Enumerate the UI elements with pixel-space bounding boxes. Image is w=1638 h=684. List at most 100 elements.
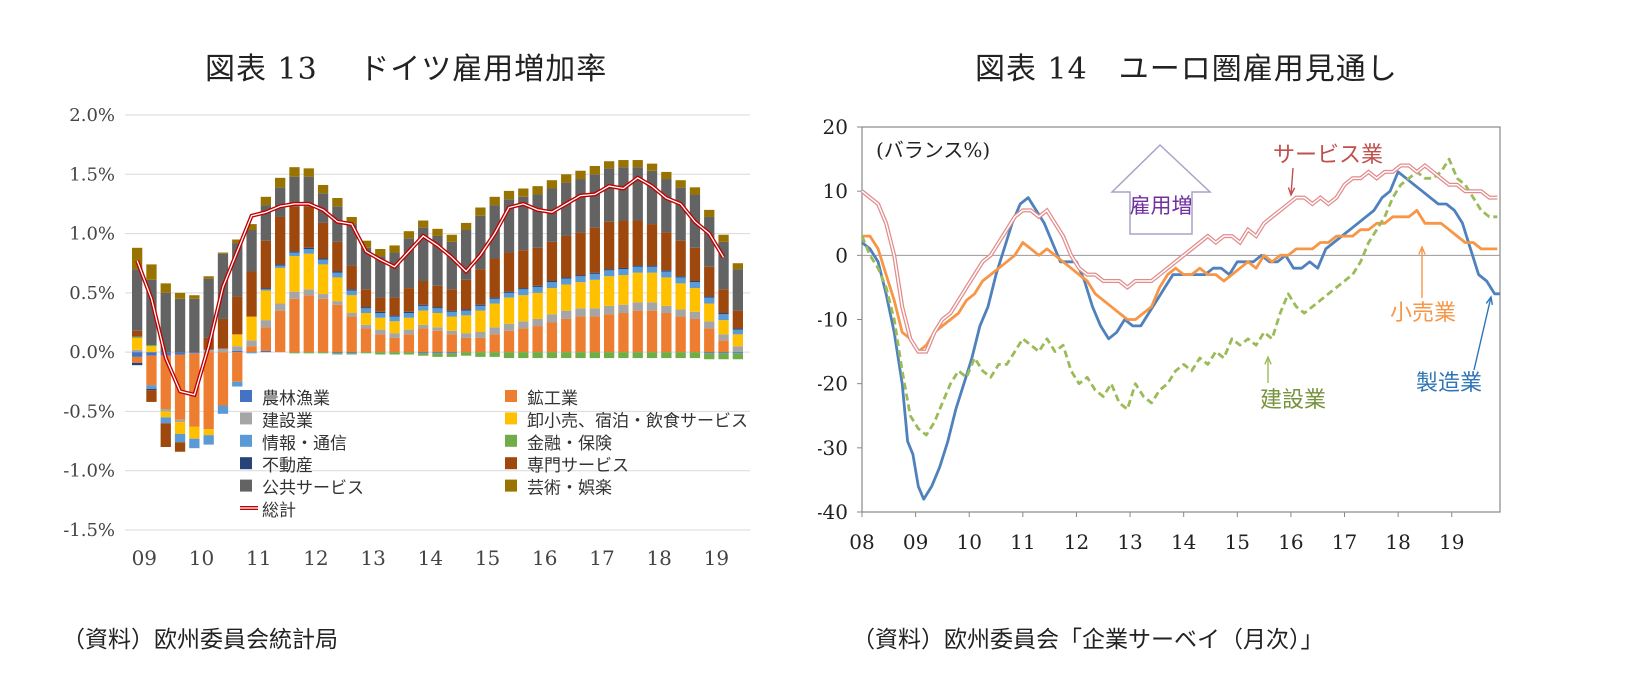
bar-segment bbox=[618, 269, 629, 276]
bar-segment bbox=[418, 281, 429, 305]
bar-segment bbox=[275, 303, 286, 311]
bar-segment bbox=[661, 270, 672, 272]
bar-segment bbox=[561, 318, 572, 353]
bar-segment bbox=[146, 388, 157, 391]
bar-segment bbox=[718, 352, 729, 354]
bar-segment bbox=[718, 313, 729, 315]
bar-segment bbox=[360, 313, 372, 325]
bar-segment bbox=[303, 206, 314, 248]
bar-segment bbox=[675, 277, 686, 284]
bar-segment bbox=[661, 313, 672, 353]
bar-segment bbox=[575, 179, 586, 233]
bar-segment bbox=[618, 352, 629, 359]
bar-segment bbox=[317, 258, 329, 260]
bar-segment bbox=[704, 266, 715, 297]
bar-segment bbox=[375, 334, 386, 353]
bar-segment bbox=[246, 230, 257, 272]
bar-segment bbox=[303, 247, 314, 249]
bar-segment bbox=[489, 196, 500, 206]
bar-segment bbox=[475, 331, 486, 338]
bar-segment bbox=[732, 310, 743, 329]
line-retail bbox=[862, 209, 1498, 353]
bar-segment bbox=[546, 281, 558, 283]
bar-segment bbox=[718, 353, 729, 360]
bar-segment bbox=[346, 353, 357, 355]
bar-segment bbox=[689, 247, 701, 281]
bar-segment bbox=[189, 426, 200, 439]
bar-segment bbox=[432, 353, 443, 357]
arrow-construction-head bbox=[1264, 355, 1272, 365]
bar-segment bbox=[546, 352, 558, 359]
bar-segment bbox=[232, 352, 243, 382]
bar-segment bbox=[489, 298, 500, 304]
bar-segment bbox=[718, 241, 729, 290]
bar-segment bbox=[704, 303, 715, 322]
bar-segment bbox=[189, 298, 200, 353]
bar-segment bbox=[589, 227, 600, 273]
bar-segment bbox=[603, 276, 615, 306]
bar-segment bbox=[289, 176, 300, 207]
bar-segment bbox=[489, 297, 500, 299]
bar-segment bbox=[718, 320, 729, 335]
bar-segment bbox=[561, 352, 572, 359]
bar-segment bbox=[675, 180, 686, 188]
x-tick-label: 09 bbox=[132, 546, 157, 570]
bar-segment bbox=[661, 277, 672, 306]
arrow-manufacturing-head bbox=[1485, 295, 1494, 306]
bar-segment bbox=[403, 311, 415, 314]
bar-segment bbox=[532, 292, 543, 319]
bar-segment bbox=[189, 352, 200, 354]
bar-segment bbox=[260, 290, 272, 321]
bar-segment bbox=[246, 271, 257, 317]
y-tick-label: 1.5% bbox=[69, 164, 115, 185]
bar-segment bbox=[603, 161, 615, 169]
bar-segment bbox=[160, 411, 171, 418]
bar-segment bbox=[575, 282, 586, 309]
bar-segment bbox=[475, 207, 486, 216]
x-tick-label: 18 bbox=[1385, 530, 1410, 554]
bar-segment bbox=[489, 303, 500, 328]
bar-segment bbox=[575, 316, 586, 353]
bar-segment bbox=[317, 264, 329, 295]
bar-segment bbox=[532, 286, 543, 293]
bar-segment bbox=[189, 295, 200, 299]
bar-segment bbox=[146, 346, 157, 353]
bar-segment bbox=[132, 269, 143, 331]
bar-segment bbox=[732, 346, 743, 353]
bar-segment bbox=[360, 289, 372, 308]
bar-segment bbox=[332, 271, 343, 273]
x-tick-label: 16 bbox=[532, 546, 557, 570]
bar-segment bbox=[446, 310, 457, 312]
bar-segment bbox=[704, 296, 715, 298]
legend-label: 金融・保険 bbox=[527, 434, 612, 454]
bar-segment bbox=[418, 227, 429, 281]
bar-segment bbox=[618, 220, 629, 268]
bar-segment bbox=[718, 289, 729, 314]
bar-segment bbox=[704, 328, 715, 353]
bar-segment bbox=[489, 334, 500, 353]
label-manufacturing: 製造業 bbox=[1416, 371, 1482, 396]
bar-segment bbox=[489, 352, 500, 357]
bar-segment bbox=[246, 224, 257, 231]
bar-segment bbox=[132, 247, 143, 270]
bar-segment bbox=[317, 184, 329, 194]
bar-segment bbox=[217, 318, 229, 349]
bar-segment bbox=[260, 320, 272, 328]
bar-segment bbox=[146, 279, 157, 346]
legend-label: 総計 bbox=[262, 501, 296, 521]
bar-segment bbox=[732, 334, 743, 347]
y-tick-label: -20 bbox=[818, 372, 848, 396]
bar-segment bbox=[589, 352, 600, 359]
y-tick-label: 0.0% bbox=[69, 342, 115, 363]
bar-segment bbox=[718, 340, 729, 353]
bar-segment bbox=[675, 240, 686, 277]
bar-segment bbox=[561, 174, 572, 183]
bar-segment bbox=[432, 313, 443, 328]
bar-segment bbox=[603, 305, 615, 315]
legend-swatch bbox=[240, 390, 252, 402]
bar-segment bbox=[132, 336, 143, 338]
bar-segment bbox=[260, 289, 272, 291]
legend-swatch bbox=[505, 479, 517, 492]
bar-segment bbox=[532, 352, 543, 359]
legend-swatch bbox=[505, 457, 517, 470]
